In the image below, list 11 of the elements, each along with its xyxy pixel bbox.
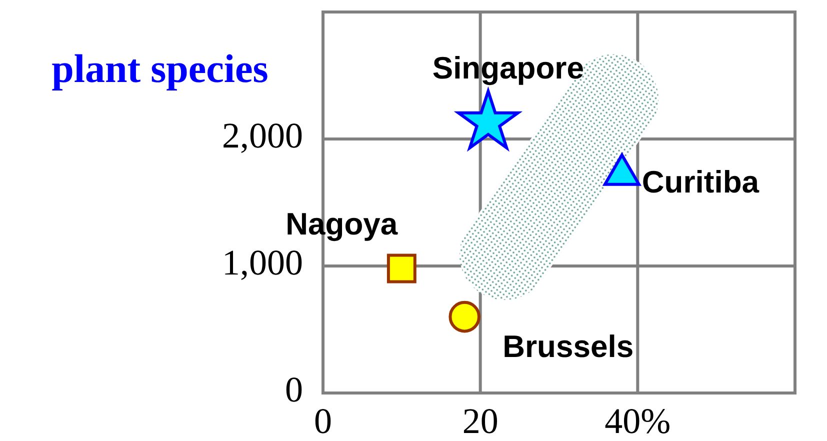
series-label: Brussels [502,328,634,364]
y-tick-label: 1,000 [222,242,303,282]
x-tick-label: 0 [314,401,332,441]
y-tick-label: 2,000 [222,115,303,156]
series-label: Singapore [432,50,584,86]
y-axis-title: plant species [52,46,268,91]
y-tick-label: 0 [285,369,303,410]
x-tick-label: 40% [604,401,671,441]
x-tick-label: 20 [462,401,498,441]
series-label: Nagoya [286,206,398,242]
series-label: Curitiba [642,164,760,200]
